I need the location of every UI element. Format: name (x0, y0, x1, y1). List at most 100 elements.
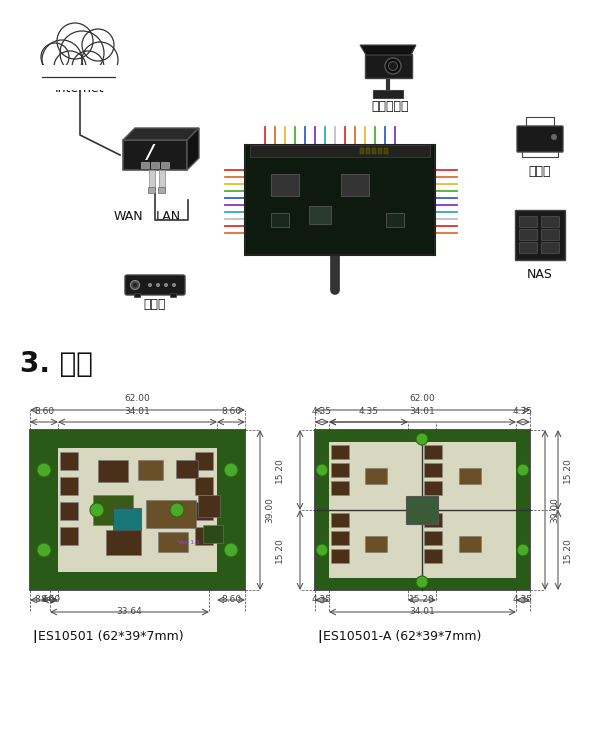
Bar (406, 496, 438, 524)
Text: 34.01: 34.01 (410, 607, 436, 616)
Bar (315, 430, 530, 442)
Bar (93, 495, 133, 525)
Circle shape (41, 43, 69, 71)
Bar (365, 468, 387, 484)
Circle shape (172, 283, 176, 287)
Text: 打印机: 打印机 (529, 165, 551, 178)
Text: 8.60: 8.60 (40, 595, 60, 604)
Text: ES10501 (62*39*7mm): ES10501 (62*39*7mm) (38, 630, 184, 643)
Text: 15.20: 15.20 (275, 537, 284, 563)
Bar (30, 430, 245, 448)
Circle shape (72, 51, 104, 83)
Text: ES10501-A (62*39*7mm): ES10501-A (62*39*7mm) (323, 630, 481, 643)
Bar (149, 170, 155, 190)
Bar (315, 430, 329, 590)
Bar (60, 452, 78, 470)
Circle shape (133, 283, 137, 287)
Bar (331, 481, 349, 495)
Bar (98, 460, 128, 482)
Bar (146, 500, 196, 528)
Bar (60, 477, 78, 495)
Bar (331, 549, 349, 563)
Text: 4.35: 4.35 (513, 407, 533, 416)
Bar (195, 502, 213, 520)
Bar (176, 460, 198, 478)
Circle shape (82, 29, 114, 61)
Bar (170, 293, 176, 297)
Circle shape (57, 23, 93, 59)
Text: 4.35: 4.35 (359, 407, 379, 416)
Circle shape (37, 463, 51, 477)
Text: Internet: Internet (55, 82, 105, 95)
FancyBboxPatch shape (520, 217, 538, 228)
Bar (151, 162, 159, 168)
Circle shape (170, 503, 184, 517)
Circle shape (156, 283, 160, 287)
Text: 15.20: 15.20 (275, 457, 284, 483)
Bar (424, 445, 442, 459)
Circle shape (416, 433, 428, 445)
Circle shape (60, 31, 104, 75)
Circle shape (54, 51, 86, 83)
Polygon shape (187, 128, 199, 170)
Bar (384, 148, 388, 154)
FancyBboxPatch shape (158, 188, 166, 194)
Bar (378, 148, 382, 154)
FancyBboxPatch shape (542, 243, 560, 254)
Polygon shape (123, 128, 199, 140)
Bar (424, 481, 442, 495)
Text: WAN: WAN (113, 210, 143, 223)
Bar (424, 513, 442, 527)
Polygon shape (360, 45, 416, 55)
Bar (158, 532, 188, 552)
Bar (315, 430, 530, 590)
Circle shape (37, 543, 51, 557)
Bar (271, 174, 299, 196)
Bar (522, 147, 558, 157)
Text: NAS: NAS (527, 268, 553, 281)
Bar (250, 145, 430, 157)
Bar (331, 463, 349, 477)
Bar (271, 213, 289, 227)
Bar (195, 452, 213, 470)
Bar (360, 148, 364, 154)
Text: 8.60: 8.60 (221, 407, 241, 416)
Bar (195, 527, 213, 545)
Text: 4.35: 4.35 (513, 595, 533, 604)
Text: Ver 1.1: Ver 1.1 (178, 540, 200, 545)
Bar (315, 578, 530, 590)
Circle shape (385, 58, 401, 74)
Bar (141, 162, 149, 168)
Text: 62.00: 62.00 (410, 394, 436, 403)
Bar (60, 502, 78, 520)
Bar (331, 531, 349, 545)
Text: 34.01: 34.01 (410, 407, 436, 416)
Text: 网络摄像机: 网络摄像机 (371, 100, 409, 113)
Bar (245, 145, 435, 255)
Bar (424, 549, 442, 563)
Text: 15.20: 15.20 (563, 537, 572, 563)
Bar (366, 148, 370, 154)
Bar (30, 572, 245, 590)
Bar (373, 90, 403, 98)
Bar (331, 513, 349, 527)
Circle shape (82, 42, 118, 78)
Text: 15.20: 15.20 (409, 595, 435, 604)
Circle shape (164, 283, 168, 287)
Bar (386, 213, 404, 227)
Bar (113, 508, 141, 530)
Bar (459, 468, 481, 484)
Bar (309, 206, 331, 224)
Circle shape (517, 464, 529, 476)
Text: |: | (317, 630, 322, 643)
Text: 33.64: 33.64 (116, 607, 142, 616)
FancyBboxPatch shape (520, 229, 538, 240)
FancyBboxPatch shape (542, 217, 560, 228)
Bar (161, 162, 169, 168)
Text: 8.60: 8.60 (221, 595, 241, 604)
Bar (365, 536, 387, 552)
FancyBboxPatch shape (520, 243, 538, 254)
Circle shape (316, 464, 328, 476)
Text: 39.00: 39.00 (550, 497, 559, 523)
Bar (195, 477, 213, 495)
